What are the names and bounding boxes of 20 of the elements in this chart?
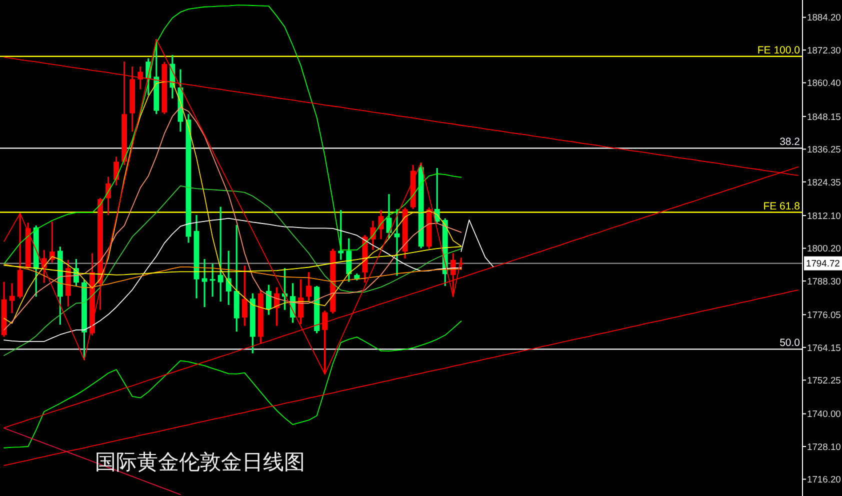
- y-tick-label: 1728.10: [807, 440, 841, 452]
- y-tick-label: 1740.00: [807, 408, 841, 420]
- y-tick-label: 1836.25: [807, 144, 841, 155]
- price-tag: 1794.72: [804, 256, 842, 270]
- ref-label: FE 100.0: [757, 44, 800, 56]
- ref-label: FE 61.8: [763, 200, 800, 212]
- y-tick-label: 1860.40: [807, 77, 841, 88]
- y-tick-label: 1776.05: [807, 309, 841, 320]
- y-tick-label: 1848.15: [807, 110, 841, 122]
- annotation: 50.0: [780, 337, 800, 350]
- annotation: 38.2: [780, 136, 800, 148]
- y-tick-label: 1872.30: [807, 44, 841, 56]
- y-tick-label: 1800.20: [807, 242, 841, 254]
- y-tick-label: 1812.10: [807, 210, 841, 221]
- y-tick-label: 1788.30: [807, 275, 841, 286]
- y-tick-label: 1752.25: [807, 374, 841, 386]
- y-tick-label: 1716.20: [807, 474, 841, 485]
- y-tick-label: 1884.20: [807, 12, 841, 23]
- y-tick-label: 1824.35: [807, 176, 841, 188]
- y-tick-label: 1764.15: [807, 342, 841, 353]
